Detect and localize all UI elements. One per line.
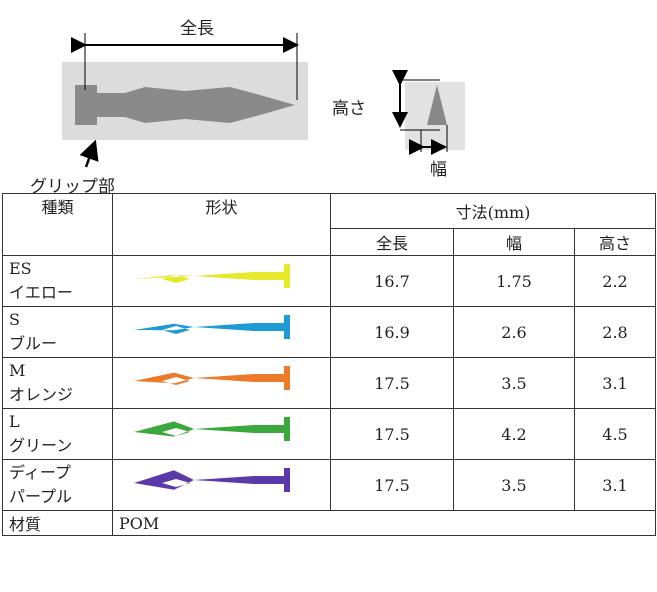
type-name: L グリーン	[2, 408, 113, 460]
shape	[112, 408, 331, 460]
anchor-shape	[133, 417, 290, 441]
anchor-icon	[133, 468, 290, 492]
label: 全長	[180, 19, 214, 39]
anchor-icon	[133, 417, 290, 441]
anchor-icon	[133, 264, 290, 288]
type-name: ディープ パープル	[2, 459, 113, 511]
name-line: ブルー	[9, 334, 58, 353]
anchor-shape	[133, 264, 290, 288]
cell: 16.7	[330, 255, 454, 307]
cell: 2.2	[574, 255, 656, 307]
cell: 16.9	[330, 306, 454, 358]
spec-table: 種類 形状 寸法(mm) 全長 幅 高さ ES イエロー 16.7 1.75 2.2 S ブ…	[2, 193, 656, 536]
cell: 17.5	[330, 357, 454, 409]
row: S ブルー 16.9 2.6 2.8	[2, 306, 656, 358]
grip-arrow	[79, 139, 99, 168]
header: 寸法(mm)	[330, 193, 656, 229]
anchor-end-photo	[427, 85, 447, 125]
header: 全長	[330, 228, 454, 256]
cell: 2.8	[574, 306, 656, 358]
header: 種類	[2, 193, 113, 256]
anchor-shape	[133, 366, 290, 390]
name-line: L	[9, 412, 20, 431]
name-line: オレンジ	[9, 385, 74, 404]
anchor-shape	[133, 468, 290, 492]
cell: POM	[112, 510, 656, 536]
type-name: M オレンジ	[2, 357, 113, 409]
name-line: イエロー	[9, 283, 73, 302]
label: 幅	[430, 160, 447, 180]
header: 形状	[112, 193, 331, 256]
cell: 17.5	[330, 459, 454, 511]
row: ディープパープル 17.5 3.5 3.1	[2, 459, 656, 511]
row: L グリーン 17.5 4.2 4.5	[2, 408, 656, 460]
cell: 1.75	[453, 255, 575, 307]
label: グリップ部	[30, 177, 115, 197]
header: 高さ	[574, 228, 656, 256]
shape	[112, 306, 331, 358]
name-line: S	[9, 310, 20, 329]
row: ES イエロー 16.7 1.75 2.2	[2, 255, 656, 307]
name-line: ES	[9, 259, 32, 278]
cell: 2.6	[453, 306, 575, 358]
row: M オレンジ 17.5 3.5 3.1	[2, 357, 656, 409]
row-label: 材質	[2, 510, 113, 536]
name-line: グリーン	[9, 436, 73, 455]
shape	[112, 255, 331, 307]
type-name: ES イエロー	[2, 255, 113, 307]
cell: 3.1	[574, 357, 656, 409]
anchor-icon	[133, 315, 290, 339]
header: 幅	[453, 228, 575, 256]
cell: 4.2	[453, 408, 575, 460]
cell: 3.1	[574, 459, 656, 511]
label: 高さ	[332, 99, 366, 119]
diagram	[62, 33, 465, 168]
shape	[112, 459, 331, 511]
anchor-icon	[133, 366, 290, 390]
cell: 3.5	[453, 357, 575, 409]
name-line: ディープ	[9, 463, 71, 482]
cell: 3.5	[453, 459, 575, 511]
name-line: パープル	[9, 487, 73, 506]
cell: 17.5	[330, 408, 454, 460]
type-name: S ブルー	[2, 306, 113, 358]
anchor-photo	[75, 85, 295, 125]
name-line: M	[9, 361, 26, 380]
cell: 4.5	[574, 408, 656, 460]
anchor-shape	[133, 315, 290, 339]
shape	[112, 357, 331, 409]
